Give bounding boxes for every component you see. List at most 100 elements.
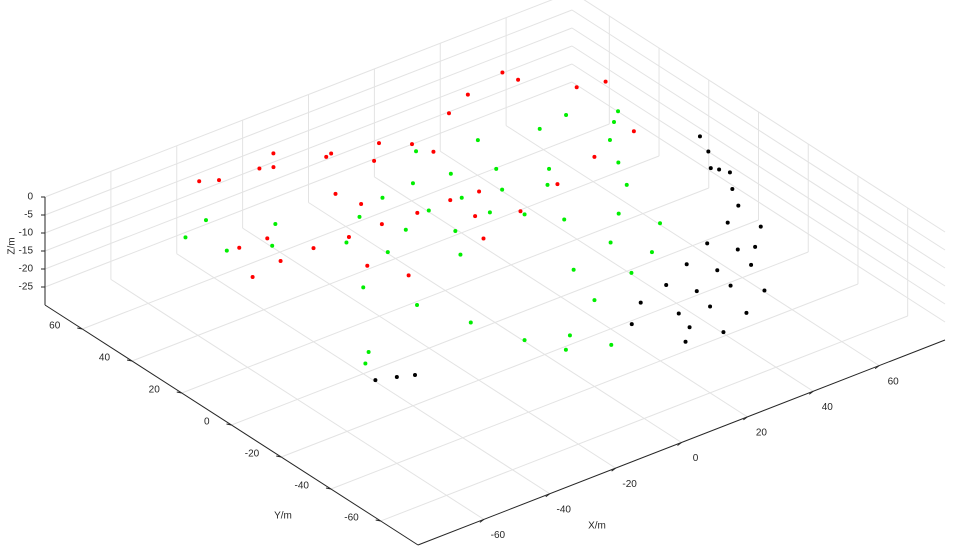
grid-line	[330, 283, 859, 490]
point	[403, 227, 408, 232]
point	[649, 250, 654, 255]
point	[571, 267, 576, 272]
grid-line	[82, 123, 610, 330]
point	[708, 166, 713, 171]
x-tick	[677, 442, 682, 446]
point	[744, 310, 749, 315]
point	[518, 209, 523, 214]
point	[555, 182, 560, 187]
point	[749, 262, 754, 267]
z-tick-label: -25	[19, 282, 34, 293]
grid-line	[44, 81, 573, 288]
y-tick-label: 20	[149, 385, 161, 396]
point	[183, 235, 188, 240]
y-tick-label: 60	[49, 321, 61, 332]
y-tick	[375, 519, 381, 522]
y-tick	[126, 359, 133, 362]
point	[278, 258, 283, 263]
point	[237, 245, 242, 250]
point	[574, 85, 579, 90]
point	[271, 151, 276, 156]
point	[705, 241, 710, 246]
point	[453, 228, 458, 233]
point	[363, 361, 368, 366]
point	[333, 191, 338, 196]
point	[473, 214, 478, 219]
point	[725, 220, 730, 225]
point	[562, 217, 567, 222]
point	[728, 283, 733, 288]
point	[522, 212, 527, 217]
grid-line	[281, 251, 809, 458]
point	[487, 210, 492, 215]
point	[270, 243, 275, 248]
point	[250, 274, 255, 279]
points	[183, 70, 767, 383]
x-tick-label: 20	[756, 428, 768, 439]
point	[717, 167, 722, 172]
y-tick	[176, 391, 182, 394]
point	[412, 373, 417, 378]
point	[465, 92, 470, 97]
point	[365, 263, 370, 268]
point	[638, 300, 643, 305]
point	[271, 165, 276, 170]
point	[406, 273, 411, 278]
point	[721, 330, 726, 335]
point	[537, 126, 542, 131]
grid-line	[44, 45, 573, 252]
z-axis-label: Z/m	[7, 237, 18, 254]
point	[629, 270, 634, 275]
point	[547, 166, 552, 171]
point	[414, 149, 419, 154]
grid-line	[571, 9, 946, 251]
point	[311, 246, 316, 251]
point	[477, 189, 482, 194]
z-tick-label: -5	[24, 210, 33, 221]
point	[500, 187, 505, 192]
point	[735, 247, 740, 252]
point	[481, 236, 486, 241]
point	[758, 224, 763, 229]
y-tick-label: -40	[295, 481, 310, 492]
point	[730, 186, 735, 191]
point	[329, 151, 334, 156]
point	[522, 338, 527, 343]
grid-line	[44, 0, 553, 198]
point	[359, 201, 364, 206]
point	[385, 250, 390, 255]
point	[224, 248, 229, 253]
grid-line	[583, 0, 946, 233]
point	[376, 141, 381, 146]
point	[458, 252, 463, 257]
y-tick-label: -20	[245, 449, 260, 460]
point	[203, 218, 208, 223]
x-tick	[611, 467, 616, 472]
point	[494, 166, 499, 171]
point	[324, 154, 329, 159]
point	[468, 320, 473, 325]
point	[257, 166, 262, 171]
z-tick-label: -20	[19, 264, 34, 275]
grid-line	[44, 9, 573, 216]
x-tick	[545, 493, 551, 498]
point	[563, 347, 568, 352]
point	[410, 142, 415, 147]
point	[609, 342, 614, 347]
point	[603, 79, 608, 84]
point	[736, 203, 741, 208]
grid-line	[44, 27, 573, 234]
point	[608, 240, 613, 245]
point	[631, 129, 636, 134]
y-tick	[276, 455, 282, 458]
point	[273, 221, 278, 226]
x-tick-label: -40	[557, 504, 572, 515]
grid-line	[571, 63, 946, 305]
point	[197, 179, 202, 184]
point	[592, 298, 597, 303]
point	[694, 289, 699, 294]
y-tick-label: -60	[344, 513, 359, 524]
point	[545, 182, 550, 187]
point	[629, 322, 634, 327]
point	[753, 244, 758, 249]
